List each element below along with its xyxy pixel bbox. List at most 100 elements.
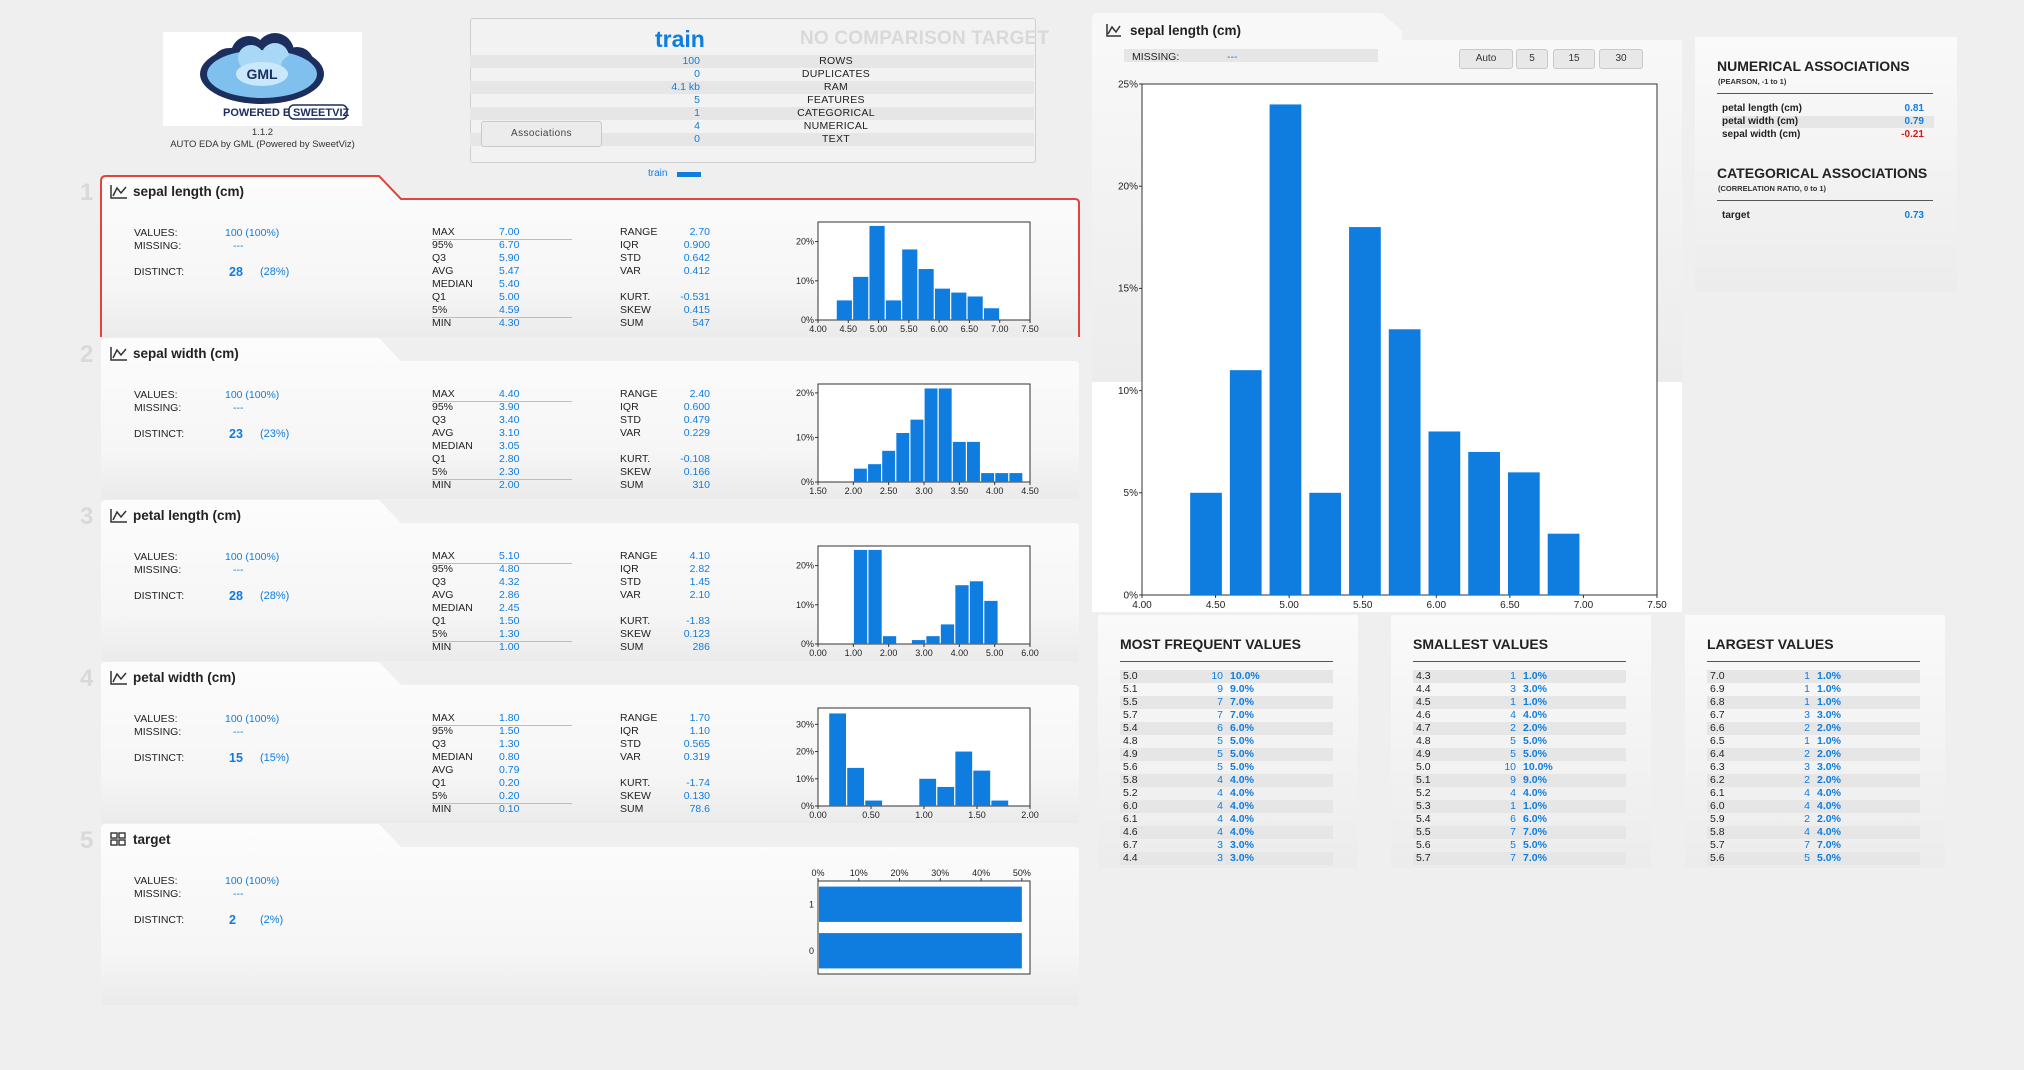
stat-value: 5.40 — [499, 278, 520, 290]
stat-row: SKEW 0.415 — [620, 304, 710, 317]
value-row: 5.1 9 9.0% — [1120, 683, 1333, 696]
histogram-bar — [885, 300, 901, 320]
quantile-row: 95% 3.90 — [432, 401, 572, 414]
bin-30-button[interactable]: 30 — [1599, 49, 1643, 69]
count-cell: 5 — [1510, 839, 1516, 851]
value-row: 4.8 5 5.0% — [1413, 735, 1626, 748]
distinct-percent: (28%) — [260, 266, 290, 278]
summary-label: DUPLICATES — [801, 68, 871, 80]
percent-cell: 5.0% — [1230, 748, 1254, 760]
count-cell: 2 — [1804, 774, 1810, 786]
bin-15-button[interactable]: 15 — [1553, 49, 1595, 69]
value-row: 6.9 1 1.0% — [1707, 683, 1920, 696]
stat-value: 2.30 — [499, 466, 520, 478]
percent-cell: 7.0% — [1523, 852, 1547, 864]
count-cell: 5 — [1217, 761, 1223, 773]
bin-5-button[interactable]: 5 — [1516, 49, 1548, 69]
category-label: 1 — [809, 899, 814, 909]
percent-cell: 9.0% — [1230, 683, 1254, 695]
values-label: VALUES: — [134, 875, 178, 887]
stat-value: 0.565 — [683, 738, 710, 750]
count-cell: 4 — [1217, 826, 1223, 838]
histogram-bar — [1269, 104, 1302, 595]
stat-key: MEDIAN — [432, 440, 473, 452]
percent-cell: 10.0% — [1230, 670, 1260, 682]
histogram-bar — [967, 441, 980, 482]
feature-card[interactable]: 4 petal width (cm) VALUES: MISSING: DISTINCT… — [80, 661, 1080, 823]
percent-cell: 4.0% — [1230, 800, 1254, 812]
value-cell: 5.6 — [1710, 852, 1725, 864]
stat-value: 4.40 — [499, 388, 520, 400]
distinct-count: 23 — [229, 427, 243, 441]
feature-card[interactable]: 5 target VALUES: MISSING: DISTINCT: 100 (100%… — [80, 823, 1080, 1005]
value-cell: 4.6 — [1123, 826, 1138, 838]
x-tick-label: 5.00 — [1279, 600, 1299, 611]
count-cell: 2 — [1804, 722, 1810, 734]
x-tick-label: 4.50 — [1206, 600, 1226, 611]
distinct-label: DISTINCT: — [134, 752, 185, 764]
quantile-row: MEDIAN 0.80 — [432, 751, 572, 764]
feature-card[interactable]: 1 sepal length (cm) VALUES: MISSING: DISTINC… — [80, 175, 1080, 337]
feature-card[interactable]: 3 petal length (cm) VALUES: MISSING: DISTINC… — [80, 499, 1080, 661]
stat-value: 1.80 — [499, 712, 520, 724]
percent-cell: 2.0% — [1817, 722, 1841, 734]
count-cell: 1 — [1804, 735, 1810, 747]
quantile-row: MEDIAN 2.45 — [432, 602, 572, 615]
stat-row: IQR 1.10 — [620, 725, 710, 738]
stat-value: 0.80 — [499, 751, 520, 763]
percent-cell: 7.0% — [1817, 839, 1841, 851]
associations-button[interactable]: Associations — [481, 121, 602, 147]
stat-key: MEDIAN — [432, 602, 473, 614]
x-tick-label: 2.50 — [880, 486, 898, 495]
percent-cell: 7.0% — [1230, 696, 1254, 708]
associations-panel — [1695, 37, 1957, 292]
x-tick-label: 1.50 — [968, 810, 986, 819]
value-row: 6.7 3 3.0% — [1707, 709, 1920, 722]
association-value: -0.21 — [1901, 129, 1924, 140]
categorical-associations-title: CATEGORICAL ASSOCIATIONS — [1717, 165, 1928, 181]
value-row: 5.1 9 9.0% — [1413, 774, 1626, 787]
histogram-bar — [981, 473, 995, 482]
summary-value: 1 — [694, 107, 700, 119]
value-row: 6.0 4 4.0% — [1120, 800, 1333, 813]
percent-cell: 3.0% — [1230, 839, 1254, 851]
value-row: 6.7 3 3.0% — [1120, 839, 1333, 852]
quantile-row: MIN 2.00 — [432, 479, 572, 492]
bin-auto-button[interactable]: Auto — [1459, 49, 1513, 69]
percent-cell: 1.0% — [1817, 735, 1841, 747]
y-tick-label: 30% — [796, 719, 814, 729]
count-cell: 4 — [1217, 800, 1223, 812]
percent-cell: 5.0% — [1523, 839, 1547, 851]
stat-key: AVG — [432, 764, 454, 776]
value-row: 5.6 5 5.0% — [1120, 761, 1333, 774]
percent-cell: 5.0% — [1230, 761, 1254, 773]
feature-card[interactable]: 2 sepal width (cm) VALUES: MISSING: DISTINCT… — [80, 337, 1080, 499]
histogram-bar — [918, 269, 934, 320]
value-row: 5.2 4 4.0% — [1120, 787, 1333, 800]
y-tick-label: 10% — [796, 432, 814, 442]
count-cell: 5 — [1804, 852, 1810, 864]
quantile-row: 95% 4.80 — [432, 563, 572, 576]
stat-value: 1.50 — [499, 725, 520, 737]
histogram-bar — [984, 600, 998, 644]
count-cell: 2 — [1510, 722, 1516, 734]
value-cell: 6.1 — [1123, 813, 1138, 825]
quantile-row: Q1 2.80 — [432, 453, 572, 466]
stat-value: 1.45 — [689, 576, 710, 588]
x-tick-label: 4.00 — [986, 486, 1004, 495]
feature-title: sepal length (cm) — [133, 184, 245, 199]
stat-value: 1.70 — [689, 712, 710, 724]
stat-key: VAR — [620, 427, 641, 439]
stat-key: KURT. — [620, 777, 651, 789]
quantile-row: Q1 0.20 — [432, 777, 572, 790]
percent-cell: 1.0% — [1523, 800, 1547, 812]
value-cell: 4.4 — [1416, 683, 1431, 695]
value-cell: 5.0 — [1416, 761, 1431, 773]
x-tick-label: 2.00 — [880, 648, 898, 657]
stat-value: 0.900 — [683, 239, 710, 251]
stat-key: 5% — [432, 628, 448, 640]
stat-value: 0.20 — [499, 790, 520, 802]
stat-key: 5% — [432, 466, 448, 478]
histogram-bar — [955, 751, 973, 806]
quantile-row: MEDIAN 5.40 — [432, 278, 572, 291]
